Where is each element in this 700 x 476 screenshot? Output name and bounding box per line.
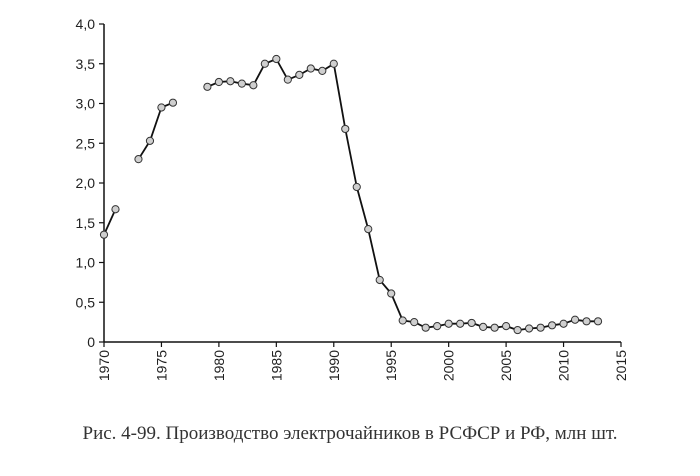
- data-point: [134, 155, 143, 164]
- data-point: [456, 319, 465, 328]
- data-point: [433, 322, 442, 331]
- y-tick-label: 2,0: [76, 175, 96, 191]
- data-point: [421, 323, 430, 332]
- y-tick-label: 0: [87, 334, 95, 350]
- data-point: [547, 321, 557, 330]
- data-point: [398, 316, 407, 325]
- data-point: [237, 79, 246, 88]
- data-point: [352, 182, 361, 192]
- data-markers: [99, 54, 603, 335]
- chart: 00,51,01,52,02,53,03,54,0 1970 1975 1980 19…: [76, 16, 629, 381]
- data-point: [364, 225, 373, 234]
- y-tick-label: 4,0: [76, 16, 96, 32]
- data-point: [570, 315, 580, 324]
- x-tick-label: 2005: [498, 350, 514, 381]
- series-lines: [103, 58, 598, 332]
- series-line-segment-3: [207, 58, 598, 332]
- data-point: [329, 59, 338, 68]
- data-point: [214, 77, 223, 87]
- data-point: [387, 289, 396, 298]
- y-tick-label: 1,0: [76, 255, 96, 271]
- y-tick-label: 3,5: [76, 56, 96, 72]
- data-point: [582, 317, 591, 326]
- x-tick-label: 2010: [556, 350, 572, 381]
- data-point: [272, 54, 281, 64]
- data-point: [467, 318, 476, 328]
- y-tick-label: 1,5: [76, 215, 96, 231]
- series-line-segment-2: [137, 101, 174, 160]
- data-point: [444, 319, 453, 328]
- data-point: [410, 318, 419, 327]
- data-point: [249, 81, 258, 90]
- data-point: [283, 75, 292, 84]
- data-point: [295, 70, 304, 79]
- data-point: [111, 205, 120, 214]
- data-point: [524, 324, 534, 333]
- data-point: [375, 275, 384, 285]
- data-point: [536, 323, 545, 332]
- y-tick-label: 3,0: [76, 96, 96, 112]
- x-tick-label: 1990: [326, 350, 342, 381]
- x-tick-label: 1980: [211, 350, 227, 381]
- x-tick-label: 1985: [268, 350, 284, 381]
- y-axis-ticks: 0 0,5 1,0 1,5 2,0 2,5 3,0 3,5 4,0: [76, 16, 104, 350]
- data-point: [479, 322, 488, 331]
- data-point: [226, 77, 235, 86]
- data-point: [157, 103, 166, 112]
- data-point: [341, 124, 350, 134]
- data-point: [260, 59, 269, 68]
- data-point: [306, 64, 315, 73]
- data-point: [99, 230, 109, 239]
- x-tick-label: 1975: [153, 350, 169, 381]
- data-point: [593, 317, 603, 326]
- y-tick-label: 0,5: [76, 294, 96, 310]
- data-point: [145, 136, 155, 145]
- x-tick-label: 1995: [383, 350, 399, 381]
- data-point: [490, 323, 499, 332]
- series-line-segment-1: [103, 208, 117, 236]
- data-point: [168, 98, 178, 107]
- x-axis-ticks: 1970 1975 1980 1985 1990 1995 2000 2005 2010 2015: [96, 342, 629, 381]
- y-tick-label: 2,5: [76, 135, 96, 151]
- data-point: [318, 66, 327, 76]
- data-point: [502, 322, 511, 331]
- x-tick-label: 2000: [441, 350, 457, 381]
- data-point: [559, 319, 568, 328]
- figure-caption: Рис. 4-99. Производство электрочайников …: [82, 423, 618, 444]
- data-point: [203, 82, 212, 91]
- x-tick-label: 1970: [96, 350, 112, 381]
- x-tick-label: 2015: [613, 350, 629, 381]
- data-point: [513, 325, 522, 335]
